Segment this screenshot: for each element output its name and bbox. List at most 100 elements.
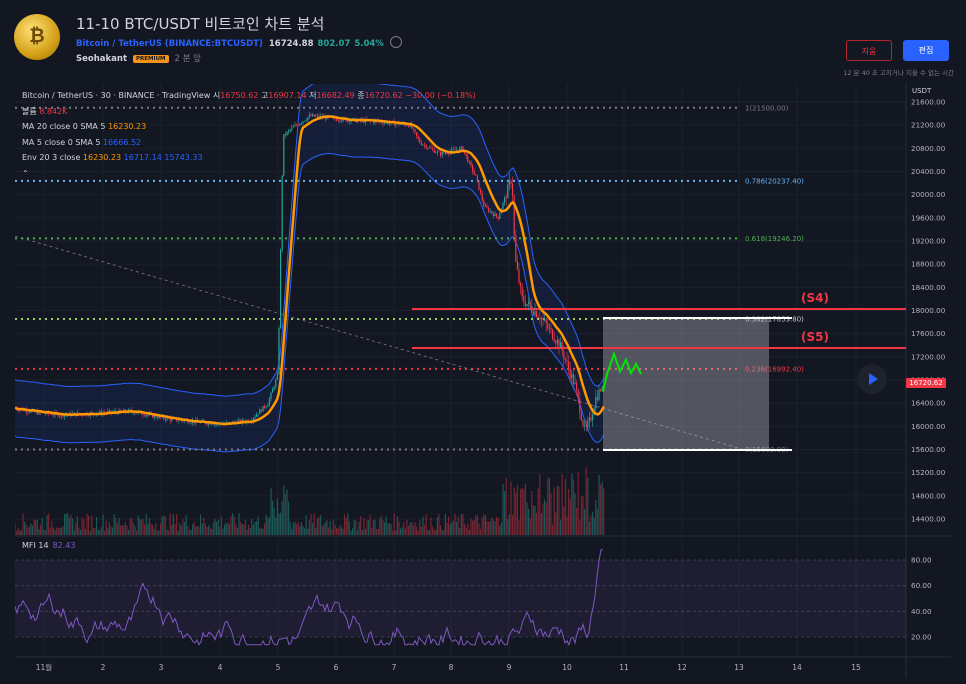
volume-bar [115,518,117,535]
price-tick-label: 18800.00 [911,260,946,269]
volume-bar [420,526,422,535]
candle-body [596,397,598,401]
volume-bar [470,518,472,535]
mfi-label: MFI 14 [22,541,49,550]
chart-container[interactable]: 21600.00 21200.00 20800.00 20400.00 20000.00… [14,78,951,678]
volume-bar [400,528,402,535]
volume-bar [425,514,427,535]
candle-body [264,405,266,408]
volume-bar [150,523,152,535]
candle-body [446,153,448,154]
author-name[interactable]: Seohakant [76,54,128,64]
candle-body [587,421,589,427]
symbol-link[interactable]: Bitcoin / TetherUS (BINANCE:BTCUSDT) [76,39,263,49]
mfi-band-fill [15,560,906,637]
candle-body [52,415,54,416]
candle-body [166,417,168,420]
mfi-legend[interactable]: MFI 14 82.43 [22,541,76,550]
volume-bar [268,516,270,535]
candle-body [179,419,181,421]
volume-bar [145,513,147,535]
volume-bar [289,522,291,535]
volume-bar [123,525,125,535]
play-icon[interactable] [857,364,887,394]
volume-bar [244,519,246,535]
candle-body [136,413,138,414]
candle-body [510,181,512,184]
legend-ma5-row[interactable]: MA 5 close 0 SMA 5 16666.52 [22,135,476,151]
volume-bar [516,484,518,535]
candle-body [435,152,437,154]
alert-clock-icon[interactable] [389,36,402,48]
bitcoin-logo-icon: ₿ [29,25,45,47]
price-chart[interactable]: 21600.00 21200.00 20800.00 20400.00 20000.00… [14,78,951,678]
candle-body [595,397,597,409]
volume-bar [560,519,562,535]
candle-body [206,423,208,425]
volume-bar [91,515,93,535]
volume-bar [568,489,570,535]
candle-body [257,414,259,415]
candle-body [504,197,506,203]
candle-body [569,368,571,378]
candle-body [312,114,314,117]
volume-bar [476,515,478,535]
price-tick-label: 17600.00 [911,329,946,338]
candle-body [553,338,555,342]
candle-body [513,195,515,236]
volume-bar [385,516,387,535]
volume-bar [545,502,547,535]
volume-bar [192,524,194,535]
volume-bar [201,523,203,535]
legend-collapse-row[interactable]: ⌃ [22,166,476,182]
legend-volume-row[interactable]: 볼륨 8.842K [22,104,476,120]
volume-bar [432,526,434,535]
volume-bar [136,530,138,535]
volume-bar [108,522,110,535]
mfi-tick-label: 40.00 [911,607,932,616]
volume-bar [593,517,595,535]
candle-body [243,419,245,422]
volume-bar [124,522,126,535]
candle-body [452,149,454,150]
candle-body [315,116,317,117]
volume-bar [392,530,394,535]
candle-body [512,183,514,196]
volume-bar [547,477,549,535]
candle-body [582,420,584,426]
legend-ma20-row[interactable]: MA 20 close 0 SMA 5 16230.23 [22,119,476,135]
candle-body [299,123,301,126]
chevron-up-icon[interactable]: ⌃ [22,168,29,178]
volume-bar [84,529,86,535]
volume-bar [520,489,522,535]
candle-body [134,413,136,414]
candle-body [153,415,155,418]
volume-bar [137,515,139,535]
legend-env-row[interactable]: Env 20 3 close 16230.23 16717.14 15743.3… [22,150,476,166]
volume-bar [286,489,288,535]
candle-body [464,152,466,154]
author-avatar[interactable]: ₿ [14,14,60,60]
volume-bar [571,473,573,535]
volume-bar [500,522,502,535]
delete-button[interactable]: 지움 [846,40,892,61]
edit-button[interactable]: 편집 [903,40,949,61]
volume-bar [531,490,533,535]
axis-unit[interactable]: USDT [912,87,932,95]
volume-bar [230,516,232,535]
candle-body [404,124,406,126]
volume-bar [312,522,314,535]
candle-body [555,341,557,344]
volume-bar [14,524,16,535]
volume-bar [475,515,477,535]
candle-body [515,235,517,262]
volume-bar [438,513,440,535]
volume-bar [57,528,59,535]
price-tick-label: 19200.00 [911,237,946,246]
candle-body [518,269,520,283]
volume-bar [278,513,280,535]
volume-bar [587,477,589,535]
candle-body [488,207,490,212]
ma20-value: 16230.23 [108,122,147,131]
candle-body [27,412,29,413]
